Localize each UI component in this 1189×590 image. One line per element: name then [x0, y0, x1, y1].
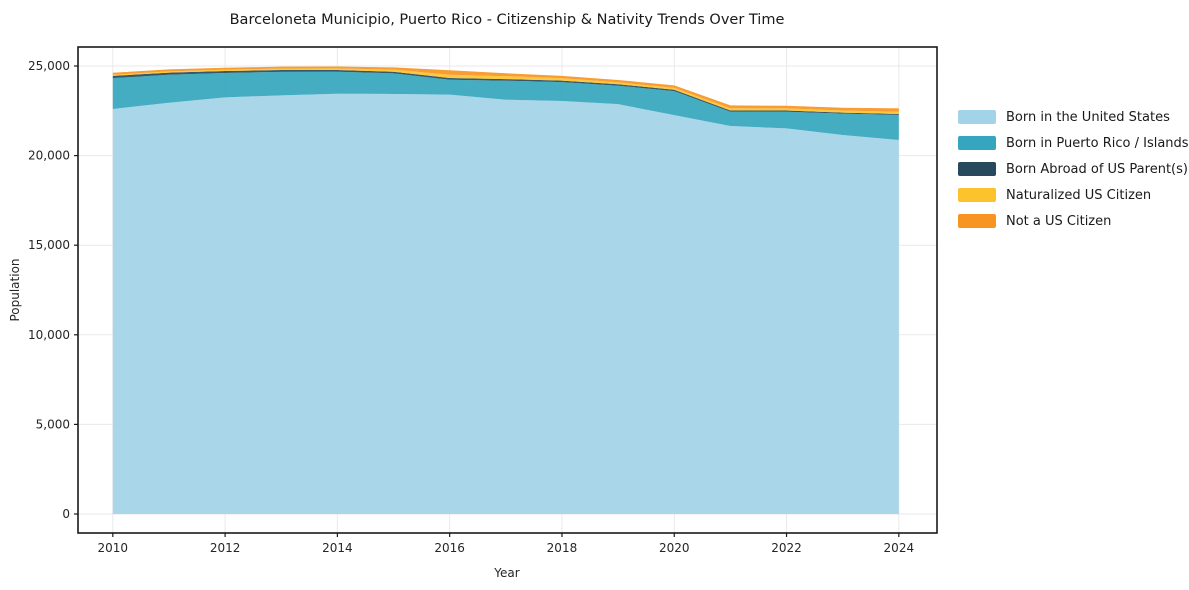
- plot-border: [77, 46, 938, 534]
- legend-label: Not a US Citizen: [1006, 213, 1112, 229]
- area-series: [112, 93, 899, 515]
- x-tick-label: 2024: [884, 541, 915, 555]
- y-tick-label: 10,000: [28, 328, 70, 342]
- x-tick-label: 2016: [434, 541, 465, 555]
- x-tick-label: 2010: [98, 541, 129, 555]
- legend-swatch: [958, 162, 996, 176]
- area-series: [112, 68, 899, 114]
- legend-swatch: [958, 110, 996, 124]
- y-tick-label: 25,000: [28, 59, 70, 73]
- legend-item: Naturalized US Citizen: [958, 182, 1189, 208]
- y-tick-label: 5,000: [36, 417, 70, 431]
- y-tick-label: 15,000: [28, 238, 70, 252]
- legend-item: Not a US Citizen: [958, 208, 1189, 234]
- y-tick-label: 0: [62, 507, 70, 521]
- legend-item: Born Abroad of US Parent(s): [958, 156, 1189, 182]
- legend-swatch: [958, 136, 996, 150]
- legend: Born in the United States Born in Puerto …: [958, 104, 1189, 234]
- legend-label: Born in Puerto Rico / Islands: [1006, 135, 1189, 151]
- legend-label: Naturalized US Citizen: [1006, 187, 1152, 203]
- x-tick-label: 2022: [771, 541, 802, 555]
- x-tick-label: 2014: [322, 541, 353, 555]
- legend-item: Born in the United States: [958, 104, 1189, 130]
- y-tick-label: 20,000: [28, 149, 70, 163]
- area-series: [112, 66, 899, 112]
- legend-item: Born in Puerto Rico / Islands: [958, 130, 1189, 156]
- area-series: [112, 71, 899, 141]
- chart-title: Barceloneta Municipio, Puerto Rico - Cit…: [229, 12, 785, 28]
- x-tick-label: 2012: [210, 541, 241, 555]
- legend-label: Born in the United States: [1006, 109, 1170, 125]
- x-axis-label: Year: [494, 566, 520, 580]
- x-tick-label: 2018: [547, 541, 578, 555]
- legend-swatch: [958, 214, 996, 228]
- legend-swatch: [958, 188, 996, 202]
- x-tick-label: 2020: [659, 541, 690, 555]
- legend-label: Born Abroad of US Parent(s): [1006, 161, 1188, 177]
